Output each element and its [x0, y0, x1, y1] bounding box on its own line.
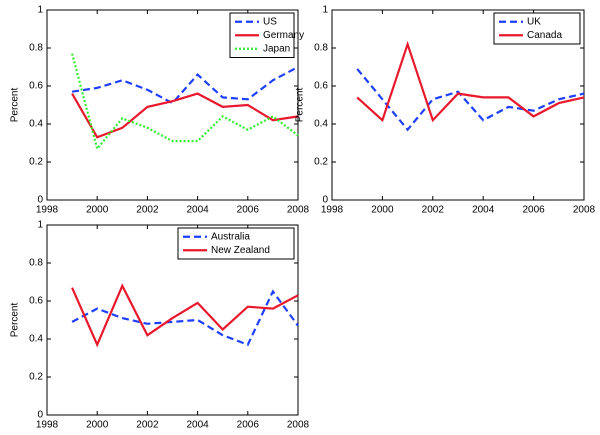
x-tick-label: 2000 — [86, 205, 109, 216]
data-line — [356, 68, 585, 132]
x-tick-label: 2002 — [136, 205, 159, 216]
y-tick-label: 0.2 — [29, 157, 43, 168]
y-tick-label: 0.6 — [29, 81, 43, 92]
x-tick-label: 2004 — [186, 420, 209, 431]
legend-label: Australia — [211, 231, 250, 242]
y-tick-label: 0 — [37, 410, 43, 421]
x-tick-label: 2006 — [522, 205, 545, 216]
x-tick-label: 1998 — [36, 205, 59, 216]
data-line — [71, 92, 299, 139]
x-tick-label: 2000 — [86, 420, 109, 431]
x-tick-label: 2008 — [287, 420, 310, 431]
data-line — [71, 283, 299, 348]
y-tick-label: 0.4 — [314, 119, 328, 130]
x-tick-label: 2006 — [237, 205, 260, 216]
x-tick-label: 2006 — [237, 420, 260, 431]
legend-label: Japan — [263, 43, 290, 54]
x-tick-label: 2008 — [287, 205, 310, 216]
legend-label: US — [263, 16, 277, 27]
data-line — [71, 53, 299, 152]
y-tick-label: 0.6 — [29, 296, 43, 307]
y-tick-label: 0 — [37, 195, 43, 206]
y-tick-label: 0.6 — [314, 81, 328, 92]
legend-label: New Zealand — [211, 245, 270, 256]
x-tick-label: 2004 — [186, 205, 209, 216]
y-tick-label: 0.8 — [29, 43, 43, 54]
y-tick-label: 1 — [322, 5, 328, 16]
x-tick-label: 2002 — [422, 205, 445, 216]
x-tick-label: 1998 — [36, 420, 59, 431]
legend-label: UK — [527, 16, 541, 27]
y-tick-label: 0.8 — [29, 258, 43, 269]
y-tick-label: 0.2 — [29, 372, 43, 383]
y-tick-label: 0.4 — [29, 334, 43, 345]
y-axis-label: Percent — [295, 88, 306, 123]
legend-label: Germany — [263, 30, 304, 41]
x-tick-label: 2008 — [573, 205, 596, 216]
legend-box — [493, 12, 581, 45]
x-tick-label: 1998 — [321, 205, 344, 216]
data-line — [71, 66, 299, 105]
y-tick-label: 1 — [37, 220, 43, 231]
y-tick-label: 0.4 — [29, 119, 43, 130]
y-axis-label: Percent — [10, 303, 21, 338]
legend-box — [177, 227, 295, 260]
y-tick-label: 0 — [322, 195, 328, 206]
x-tick-label: 2004 — [472, 205, 495, 216]
x-tick-label: 2002 — [136, 420, 159, 431]
y-tick-label: 1 — [37, 5, 43, 16]
legend-label: Canada — [527, 30, 562, 41]
y-axis-label: Percent — [10, 88, 21, 123]
y-tick-label: 0.2 — [314, 157, 328, 168]
x-tick-label: 2000 — [371, 205, 394, 216]
y-tick-label: 0.8 — [314, 43, 328, 54]
data-line — [356, 40, 585, 123]
